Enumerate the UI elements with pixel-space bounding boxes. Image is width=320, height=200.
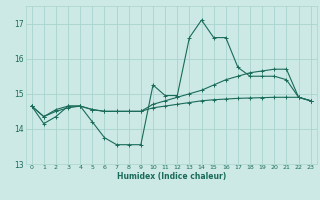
X-axis label: Humidex (Indice chaleur): Humidex (Indice chaleur) <box>116 172 226 181</box>
